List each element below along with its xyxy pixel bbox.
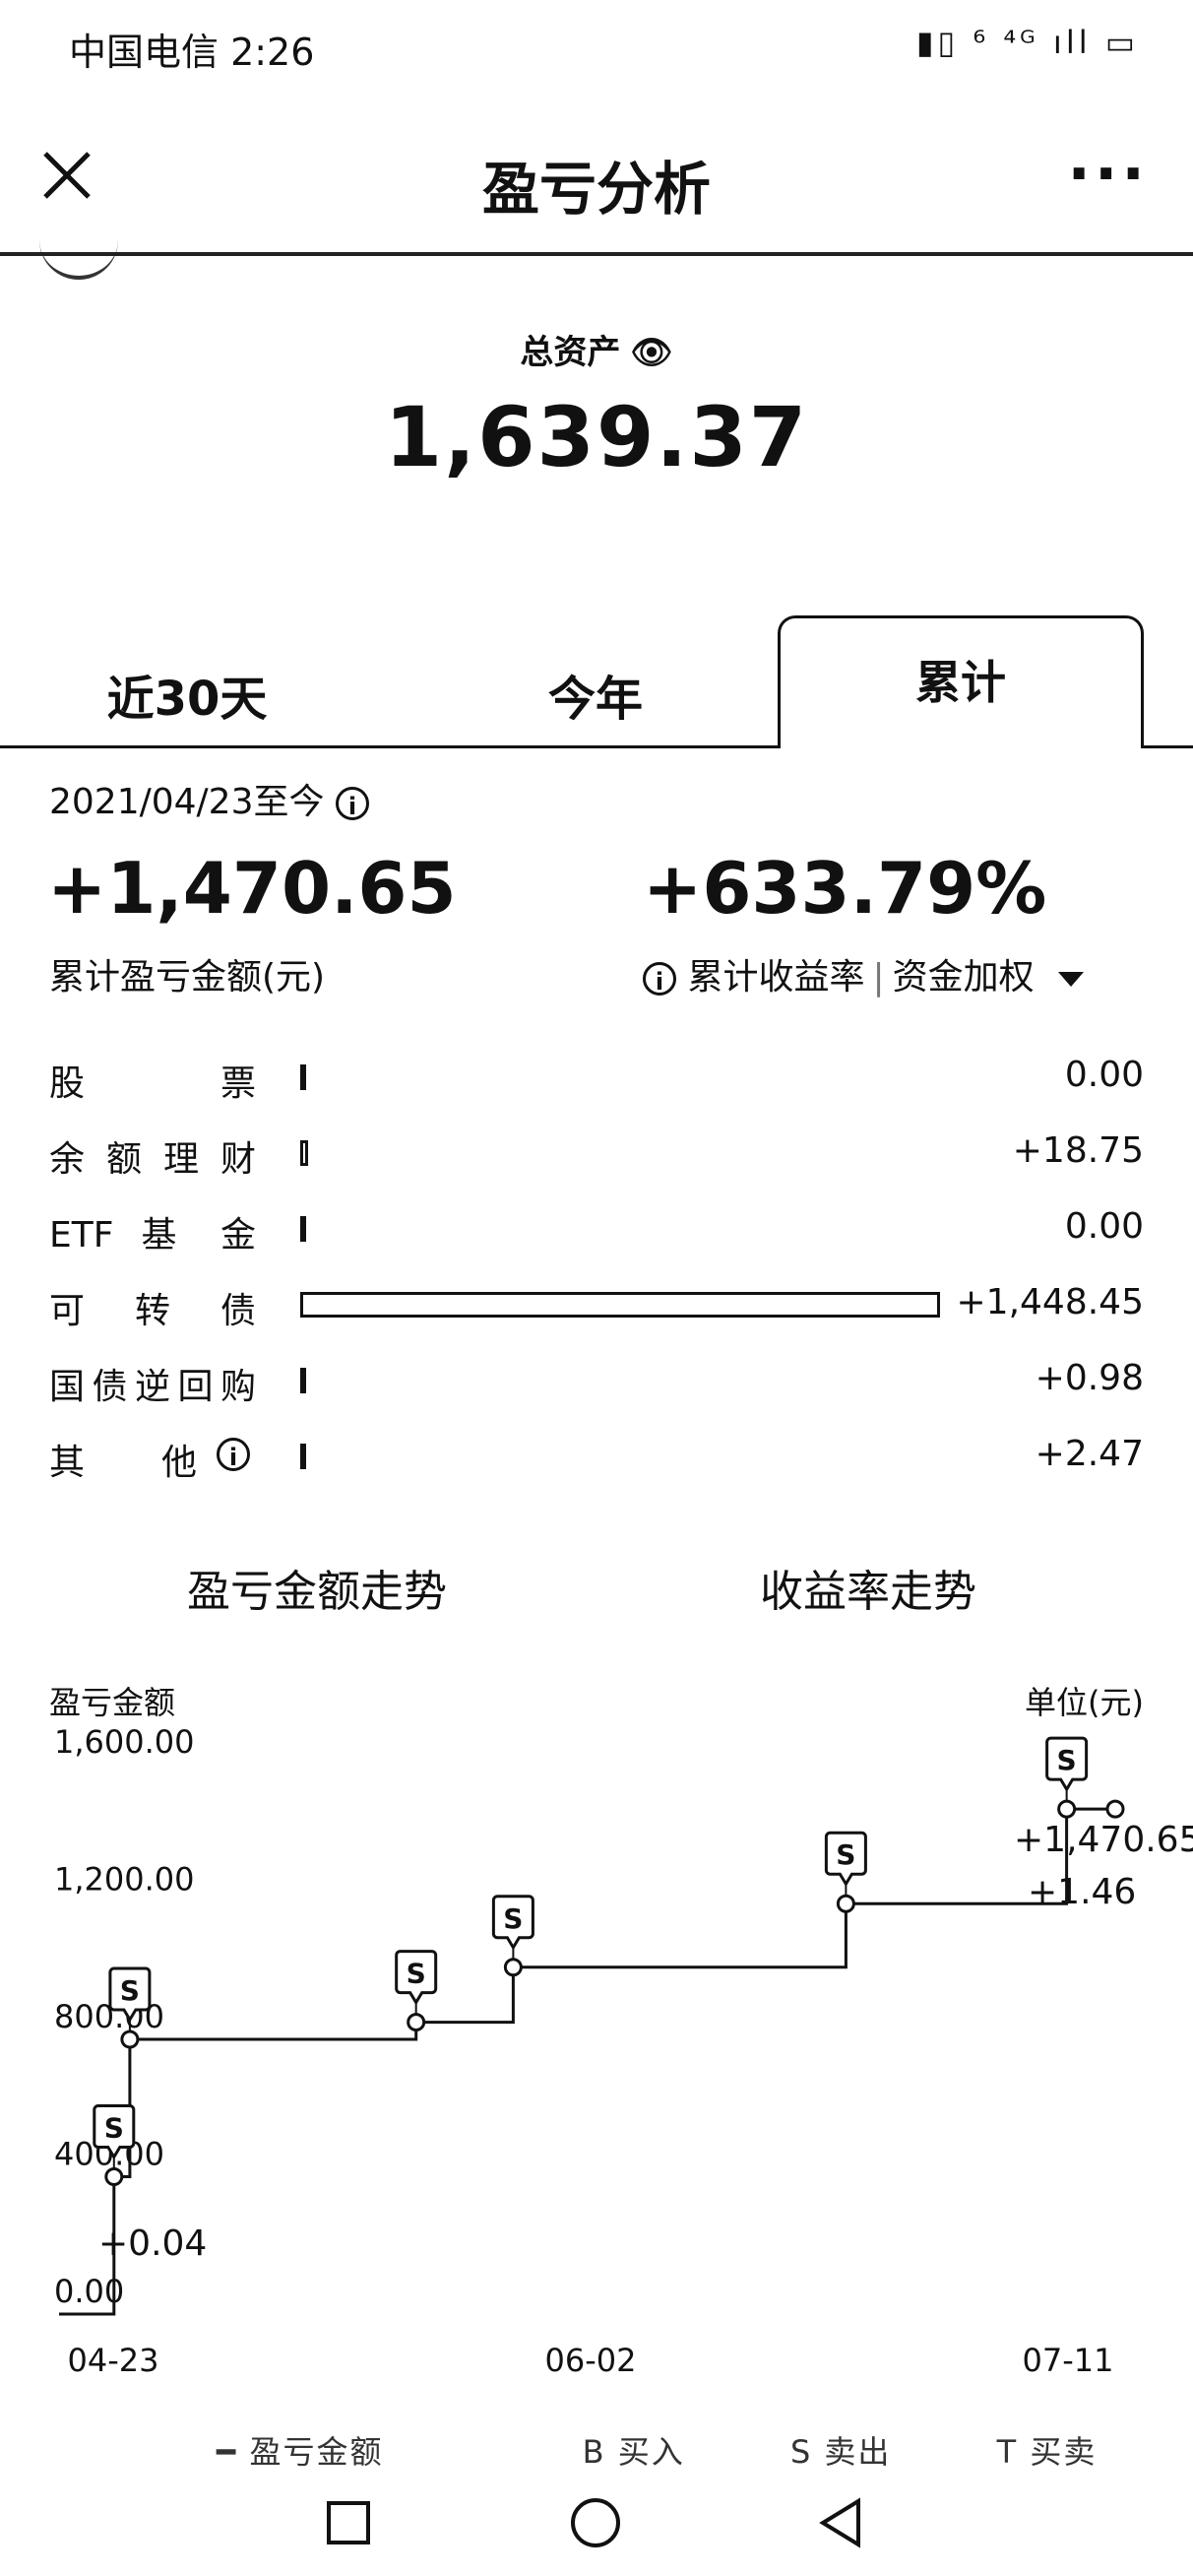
category-value: 0.00 xyxy=(1064,1055,1144,1095)
category-value: +0.98 xyxy=(1035,1358,1144,1398)
tab-cumulative[interactable]: 累计 xyxy=(778,615,1144,748)
header-divider xyxy=(0,252,1193,256)
recent-apps-button[interactable] xyxy=(327,2501,370,2544)
home-button[interactable] xyxy=(571,2498,620,2547)
total-assets-label: 总资产 👁 xyxy=(0,325,1193,373)
top-bar: 盈亏分析 ··· xyxy=(0,108,1193,246)
close-icon[interactable] xyxy=(39,148,94,203)
rate-mode-dropdown[interactable]: 资金加权 xyxy=(892,957,1035,998)
cumulative-rate-value: +633.79% xyxy=(643,847,1047,930)
rate-info-icon[interactable]: i xyxy=(643,962,676,996)
system-navbar xyxy=(327,2497,860,2548)
svg-text:S: S xyxy=(104,2112,124,2145)
svg-text:S: S xyxy=(503,1902,523,1935)
x-tick-label: 06-02 xyxy=(545,2342,637,2379)
y-tick-label: 1,600.00 xyxy=(54,1723,195,1761)
other-info-icon[interactable]: i xyxy=(217,1438,250,1471)
category-label: 国债逆回购 xyxy=(49,1367,256,1407)
category-row: 股 票 0.00 xyxy=(0,1047,1193,1106)
x-tick-label: 07-11 xyxy=(1023,2342,1114,2379)
svg-text:S: S xyxy=(120,1974,140,2007)
category-value: 0.00 xyxy=(1064,1206,1144,1247)
info-icon[interactable]: i xyxy=(335,787,369,820)
sell-marker[interactable]: S xyxy=(824,1831,867,1913)
category-value: +1,448.45 xyxy=(956,1282,1144,1322)
legend-line-label: 盈亏金额 xyxy=(249,2433,384,2471)
more-icon[interactable]: ··· xyxy=(1067,138,1149,210)
eye-icon[interactable]: 👁 xyxy=(630,333,673,372)
carrier-time: 中国电信 2:26 xyxy=(69,31,315,74)
category-value: +2.47 xyxy=(1035,1434,1144,1474)
chart-legend: ━ 盈亏金额 B 买入 S 卖出 T 买卖 xyxy=(217,2427,1190,2473)
tab-30-days[interactable]: 近30天 xyxy=(106,672,268,727)
total-assets-value: 1,639.37 xyxy=(384,389,809,485)
status-icons: ▮▯ ⁶ ⁴ᴳ ıll ▭ xyxy=(915,24,1139,61)
category-label: 其 他 xyxy=(49,1443,197,1483)
legend-sell: S 卖出 xyxy=(789,2433,892,2471)
svg-text:S: S xyxy=(407,1958,426,1990)
tab-rate-trend[interactable]: 收益率走势 xyxy=(760,1567,976,1617)
rate-row: i 累计收益率 | 资金加权 xyxy=(643,948,1084,999)
sell-marker[interactable]: S xyxy=(1045,1736,1089,1819)
page-title: 盈亏分析 xyxy=(481,156,711,223)
x-tick-label: 04-23 xyxy=(68,2342,159,2379)
y-tick-label: 1,200.00 xyxy=(54,1861,195,1899)
date-range: 2021/04/23至今 i xyxy=(49,773,369,824)
cumulative-pl-label: 累计盈亏金额(元) xyxy=(49,957,326,998)
series-end-point[interactable] xyxy=(1105,1799,1125,1819)
category-label: 可 转 债 xyxy=(49,1291,256,1331)
chart-ylabel: 盈亏金额 xyxy=(49,1684,175,1721)
chart-annotation-end-change: +1.46 xyxy=(1028,1872,1136,1912)
sell-marker[interactable]: S xyxy=(395,1950,438,2032)
category-bar xyxy=(300,1064,306,1090)
sell-marker[interactable]: S xyxy=(491,1895,534,1977)
category-value: +18.75 xyxy=(1012,1130,1144,1171)
total-assets-label-text: 总资产 xyxy=(520,333,621,372)
category-bar xyxy=(300,1216,306,1242)
tabs-baseline xyxy=(0,745,1193,748)
avatar xyxy=(39,226,118,280)
category-row: 国债逆回购 +0.98 xyxy=(0,1350,1193,1409)
category-label: 股 票 xyxy=(49,1063,256,1104)
separator: | xyxy=(872,957,885,998)
tab-this-year[interactable]: 今年 xyxy=(547,672,643,727)
sell-marker[interactable]: S xyxy=(108,1966,152,2049)
tab-amount-trend[interactable]: 盈亏金额走势 xyxy=(187,1567,447,1617)
category-row: 其 他 i +2.47 xyxy=(0,1426,1193,1485)
category-row: ETF 基 金 0.00 xyxy=(0,1198,1193,1257)
pl-amount-line xyxy=(59,1807,1115,2316)
category-row: 余额理财 +18.75 xyxy=(0,1123,1193,1182)
category-bar xyxy=(300,1444,306,1469)
legend-buy: B 买入 xyxy=(582,2433,685,2471)
category-row: 可 转 债 +1,448.45 xyxy=(0,1274,1193,1333)
svg-text:S: S xyxy=(836,1838,855,1871)
status-bar: 中国电信 2:26 ▮▯ ⁶ ⁴ᴳ ıll ▭ xyxy=(0,0,1193,98)
category-bar xyxy=(300,1292,940,1318)
legend-trade: T 买卖 xyxy=(996,2433,1098,2471)
svg-text:S: S xyxy=(1057,1744,1077,1776)
category-bar xyxy=(300,1368,306,1393)
period-tabs: 近30天 今年 累计 xyxy=(0,615,1193,748)
legend-line: ━ 盈亏金额 xyxy=(217,2433,384,2471)
category-bar xyxy=(300,1140,308,1166)
chart-unit-label: 单位(元) xyxy=(1025,1684,1144,1721)
category-breakdown: 股 票 0.00 余额理财 +18.75 ETF 基 金 0.00 可 转 债 … xyxy=(0,1047,1193,1483)
chart-annotation-start: +0.04 xyxy=(98,2223,207,2264)
date-range-text: 2021/04/23至今 xyxy=(49,782,325,822)
pl-amount-chart: 盈亏金额 单位(元) 1,600.001,200.00800.00400.000… xyxy=(49,1684,1193,2379)
category-label: 余额理财 xyxy=(49,1139,256,1180)
sell-marker[interactable]: S xyxy=(93,2104,136,2186)
category-label: ETF 基 金 xyxy=(49,1215,256,1256)
back-button[interactable] xyxy=(819,2497,860,2548)
dropdown-triangle-icon[interactable] xyxy=(1057,971,1084,987)
chart-annotation-end-value: +1,470.65 xyxy=(1014,1820,1193,1860)
cumulative-rate-label: 累计收益率 xyxy=(687,957,865,998)
cumulative-pl-value: +1,470.65 xyxy=(47,847,457,930)
